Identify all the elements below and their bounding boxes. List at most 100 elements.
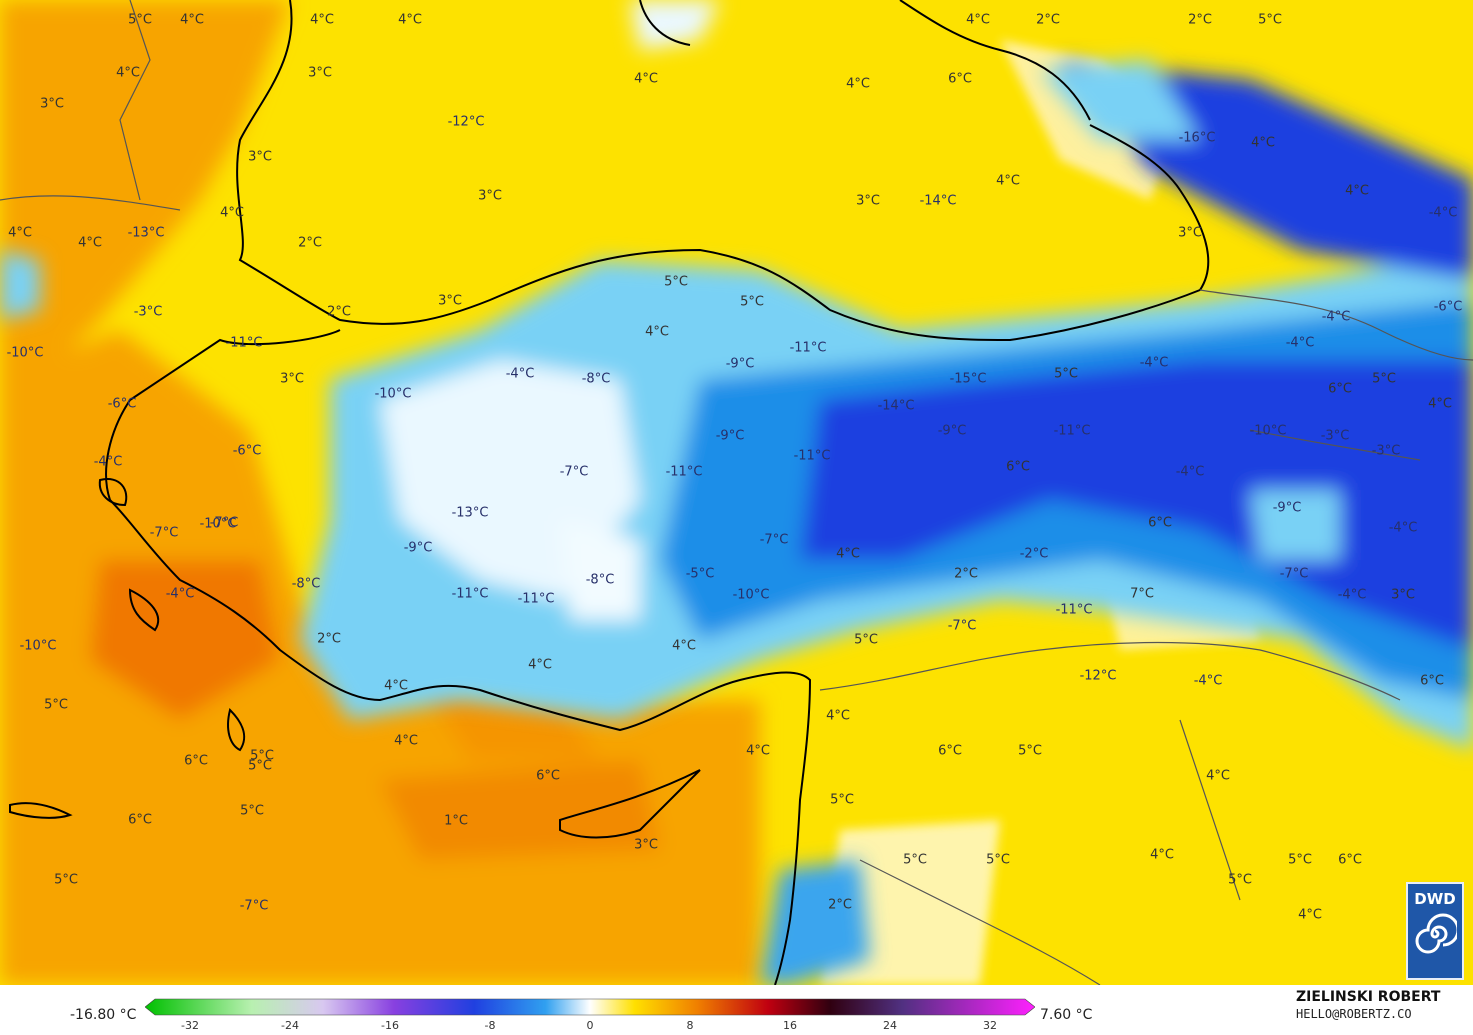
temperature-label: -6°C (1433, 299, 1463, 315)
temperature-label: -2°C (1019, 546, 1049, 562)
temperature-label: 5°C (1258, 12, 1282, 28)
temperature-label: 3°C (634, 837, 658, 853)
temperature-label: 4°C (1251, 135, 1275, 151)
temperature-label: -4°C (1428, 205, 1458, 221)
temperature-label: -13°C (127, 225, 165, 241)
temperature-label: -11°C (665, 464, 703, 480)
temperature-label: 5°C (830, 792, 854, 808)
temperature-label: -13°C (451, 505, 489, 521)
temperature-label: 4°C (846, 76, 870, 92)
temperature-label: 6°C (938, 743, 962, 759)
temperature-label: 5°C (986, 852, 1010, 868)
temperature-label: 4°C (1428, 396, 1452, 412)
colorbar-tick-label: 24 (883, 1019, 897, 1032)
temperature-label: 3°C (856, 193, 880, 209)
temperature-label: -10°C (374, 386, 412, 402)
author-credit: ZIELINSKI ROBERT (1296, 989, 1441, 1005)
colorbar (145, 998, 1035, 1016)
temperature-label: 5°C (250, 748, 274, 764)
temperature-label: -3°C (1371, 443, 1401, 459)
temperature-label: 5°C (903, 852, 927, 868)
temperature-label: -15°C (949, 371, 987, 387)
colorbar-tick-label: -24 (281, 1019, 299, 1032)
colorbar-tick-label: 8 (686, 1019, 694, 1032)
temperature-label: 4°C (746, 743, 770, 759)
temperature-label: 5°C (54, 872, 78, 888)
temperature-label: -8°C (291, 576, 321, 592)
author-email: HELLO@ROBERTZ.CO (1296, 1007, 1412, 1021)
temperature-label: 2°C (1188, 12, 1212, 28)
temperature-label: 6°C (128, 812, 152, 828)
temperature-label: 4°C (398, 12, 422, 28)
temperature-label: 5°C (44, 697, 68, 713)
temperature-label: 4°C (180, 12, 204, 28)
temperature-label: 4°C (78, 235, 102, 251)
temperature-label: 5°C (1018, 743, 1042, 759)
temperature-label: -4°C (1337, 587, 1367, 603)
temperature-label: -14°C (877, 398, 915, 414)
temperature-label: 4°C (528, 657, 552, 673)
temperature-label: 6°C (1006, 459, 1030, 475)
temperature-label: 5°C (1054, 366, 1078, 382)
colorbar-tick-label: 32 (983, 1019, 997, 1032)
temperature-label: 3°C (280, 371, 304, 387)
temperature-label: -4°C (1193, 673, 1223, 689)
temperature-label: 3°C (1178, 225, 1202, 241)
borders (0, 0, 1473, 985)
temperature-label: 3°C (40, 96, 64, 112)
temperature-label: -11°C (1055, 602, 1093, 618)
temperature-label: 4°C (310, 12, 334, 28)
temperature-label: -10°C (6, 345, 44, 361)
temperature-label: 4°C (8, 225, 32, 241)
temperature-label: 5°C (128, 12, 152, 28)
temperature-label: 6°C (1420, 673, 1444, 689)
colorbar-tick-label: -8 (484, 1019, 496, 1032)
temperature-label: -9°C (937, 423, 967, 439)
temperature-label: 2°C (327, 304, 351, 320)
temperature-label: -14°C (919, 193, 957, 209)
dwd-logo-text: DWD (1414, 890, 1456, 908)
temperature-label: -7°C (209, 515, 239, 531)
colorbar-tick-label: 0 (586, 1019, 594, 1032)
temperature-label: 6°C (948, 71, 972, 87)
temperature-label: -8°C (585, 572, 615, 588)
colorbar-tick-label: -16 (381, 1019, 399, 1032)
temperature-label: -6°C (107, 396, 137, 412)
temperature-label: 5°C (1228, 872, 1252, 888)
temperature-label: 4°C (116, 65, 140, 81)
temperature-label: -9°C (715, 428, 745, 444)
temperature-label: -10°C (19, 638, 57, 654)
temperature-label: 3°C (438, 293, 462, 309)
temperature-label: -7°C (947, 618, 977, 634)
temperature-label: -11°C (793, 448, 831, 464)
temperature-label: -10°C (732, 587, 770, 603)
temperature-label: 4°C (672, 638, 696, 654)
legend-min-label: -16.80 °C (70, 1007, 137, 1023)
temperature-label: -11°C (451, 586, 489, 602)
temperature-label: -16°C (1178, 130, 1216, 146)
coastlines (9, 0, 1210, 985)
temperature-label: -8°C (581, 371, 611, 387)
temperature-label: 2°C (1036, 12, 1060, 28)
colorbar-ticks: -32 -24 -16 -8 0 8 16 24 32 (145, 1019, 1035, 1033)
temperature-label: -3°C (1320, 428, 1350, 444)
temperature-label: 1°C (444, 813, 468, 829)
temperature-label: 5°C (248, 758, 272, 774)
temperature-label: -9°C (403, 540, 433, 556)
temperature-label: -3°C (133, 304, 163, 320)
map-canvas (0, 0, 1473, 985)
temperature-label: -9°C (1272, 500, 1302, 516)
temperature-label: 5°C (1288, 852, 1312, 868)
temperature-label: -4°C (1321, 309, 1351, 325)
legend-bar: -16.80 °C -32 -24 -16 -8 0 8 16 24 32 7.60 °C ZI… (0, 985, 1473, 1035)
temperature-label: 4°C (394, 733, 418, 749)
temperature-label: 6°C (1148, 515, 1172, 531)
temperature-label: 3°C (308, 65, 332, 81)
temperature-label: -7°C (1279, 566, 1309, 582)
temperature-label: 2°C (317, 631, 341, 647)
warm-zones (0, 0, 760, 985)
temperature-label: 5°C (854, 632, 878, 648)
temperature-label: 6°C (1338, 852, 1362, 868)
temperature-label: 7°C (1130, 586, 1154, 602)
legend-max-label: 7.60 °C (1040, 1007, 1093, 1023)
